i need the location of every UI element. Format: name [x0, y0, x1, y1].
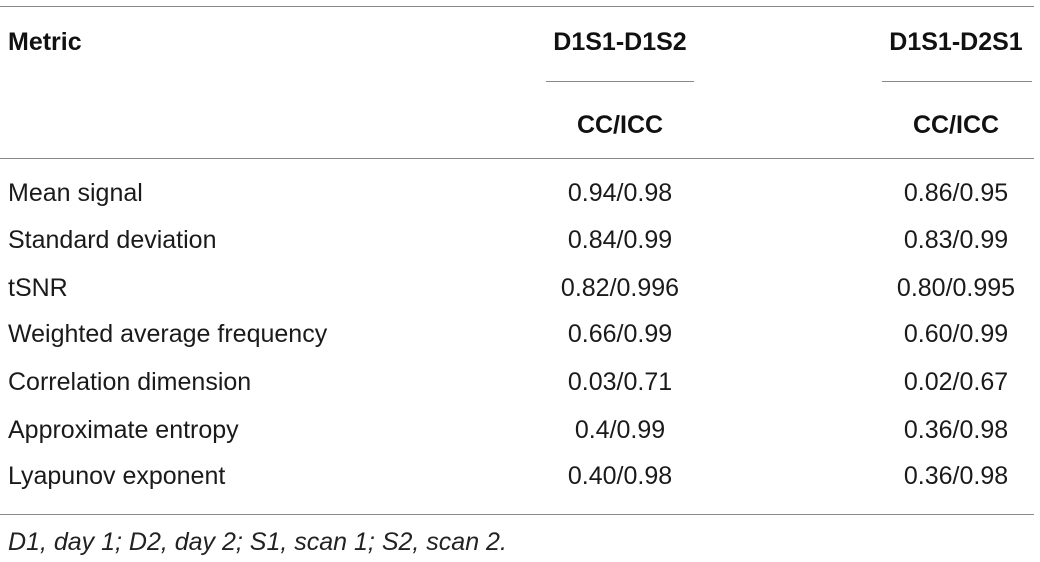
row-value-lyapunov-exponent-g2: 0.36/0.98 — [903, 462, 1009, 490]
row-value-mean-signal-g1: 0.94/0.98 — [567, 179, 673, 207]
table-top-rule — [0, 6, 1034, 7]
table-footnote: D1, day 1; D2, day 2; S1, scan 1; S2, sc… — [8, 528, 507, 556]
row-label-tsnr: tSNR — [8, 274, 68, 302]
row-value-standard-deviation-g1: 0.84/0.99 — [567, 226, 673, 254]
header-span-rule-2 — [882, 81, 1032, 82]
subheader-cc-icc-1: CC/ICC — [576, 111, 664, 139]
header-metric: Metric — [8, 28, 82, 56]
row-value-correlation-dimension-g1: 0.03/0.71 — [567, 368, 673, 396]
row-value-approximate-entropy-g2: 0.36/0.98 — [903, 416, 1009, 444]
table-header-rule — [0, 158, 1034, 159]
header-group-d1s1-d1s2: D1S1-D1S2 — [553, 28, 687, 56]
row-label-approximate-entropy: Approximate entropy — [8, 416, 239, 444]
row-label-standard-deviation: Standard deviation — [8, 226, 217, 254]
row-value-weighted-average-frequency-g1: 0.66/0.99 — [567, 320, 673, 348]
row-value-mean-signal-g2: 0.86/0.95 — [903, 179, 1009, 207]
row-label-mean-signal: Mean signal — [8, 179, 143, 207]
row-value-tsnr-g2: 0.80/0.995 — [896, 274, 1016, 302]
header-group-d1s1-d2s1: D1S1-D2S1 — [889, 28, 1023, 56]
row-label-lyapunov-exponent: Lyapunov exponent — [8, 462, 226, 490]
row-label-weighted-average-frequency: Weighted average frequency — [8, 320, 328, 348]
row-value-standard-deviation-g2: 0.83/0.99 — [903, 226, 1009, 254]
row-value-weighted-average-frequency-g2: 0.60/0.99 — [903, 320, 1009, 348]
row-value-correlation-dimension-g2: 0.02/0.67 — [903, 368, 1009, 396]
row-value-tsnr-g1: 0.82/0.996 — [560, 274, 680, 302]
table-bottom-rule — [0, 514, 1034, 515]
subheader-cc-icc-2: CC/ICC — [912, 111, 1000, 139]
row-value-approximate-entropy-g1: 0.4/0.99 — [574, 416, 666, 444]
row-label-correlation-dimension: Correlation dimension — [8, 368, 252, 396]
row-value-lyapunov-exponent-g1: 0.40/0.98 — [567, 462, 673, 490]
header-span-rule-1 — [546, 81, 694, 82]
